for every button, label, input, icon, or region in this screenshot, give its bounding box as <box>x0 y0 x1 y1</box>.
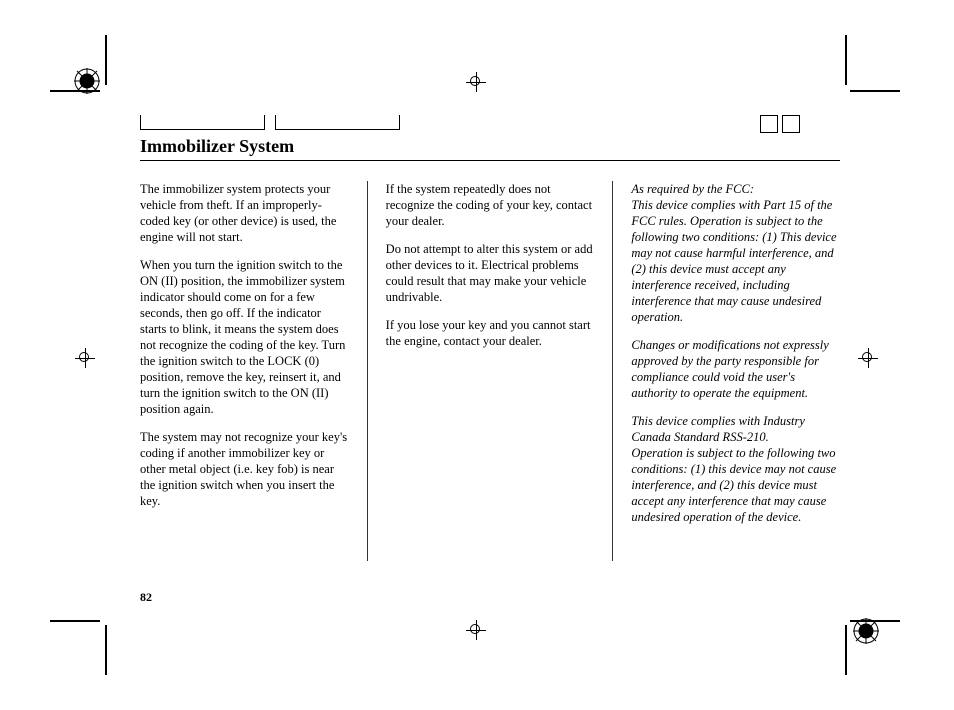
body-text: The immobilizer system protects your veh… <box>140 181 349 245</box>
body-text: When you turn the ignition switch to the… <box>140 257 349 417</box>
column-1: The immobilizer system protects your veh… <box>140 181 368 561</box>
fcc-body: This device complies with Part 15 of the… <box>631 198 836 324</box>
canada-body: Operation is subject to the following tw… <box>631 446 836 524</box>
page-number: 82 <box>140 590 152 605</box>
column-3: As required by the FCC: This device comp… <box>631 181 840 561</box>
column-2: If the system repeatedly does not recogn… <box>386 181 614 561</box>
starburst-icon <box>74 68 100 94</box>
body-text: If you lose your key and you cannot star… <box>386 317 595 349</box>
header-tab <box>275 115 400 130</box>
registration-mark <box>466 620 486 640</box>
canada-heading: This device complies with Industry Canad… <box>631 414 805 444</box>
fcc-notice: Changes or modifications not expressly a… <box>631 337 840 401</box>
text-columns: The immobilizer system protects your veh… <box>140 181 840 561</box>
registration-mark <box>466 72 486 92</box>
header-tabs <box>140 115 840 130</box>
crop-mark <box>845 625 847 675</box>
body-text: Do not attempt to alter this system or a… <box>386 241 595 305</box>
page-title: Immobilizer System <box>140 136 840 161</box>
body-text: If the system repeatedly does not recogn… <box>386 181 595 229</box>
registration-mark <box>75 348 95 368</box>
body-text: The system may not recognize your key's … <box>140 429 349 509</box>
registration-mark <box>858 348 878 368</box>
crop-mark <box>850 90 900 92</box>
crop-mark <box>50 620 100 622</box>
header-tab <box>140 115 265 130</box>
crop-mark <box>105 35 107 85</box>
crop-mark <box>845 35 847 85</box>
starburst-icon <box>853 618 879 644</box>
canada-notice: This device complies with Industry Canad… <box>631 413 840 525</box>
page-content: Immobilizer System The immobilizer syste… <box>140 115 840 561</box>
fcc-notice: As required by the FCC: This device comp… <box>631 181 840 325</box>
crop-mark <box>105 625 107 675</box>
fcc-heading: As required by the FCC: <box>631 182 754 196</box>
